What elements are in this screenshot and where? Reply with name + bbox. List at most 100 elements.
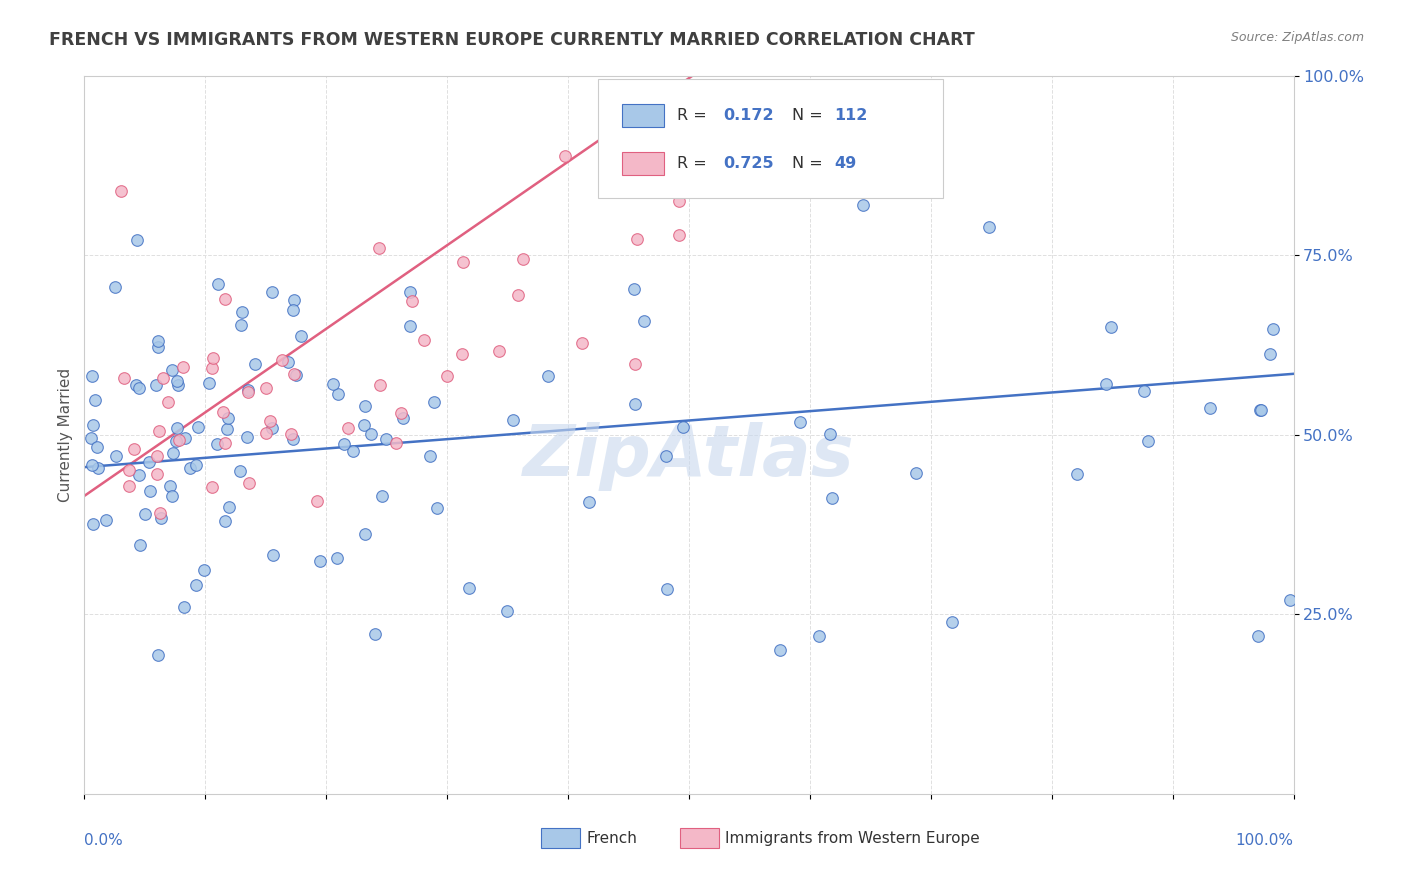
Point: [174, 431, 197, 445]
Text: 112: 112: [834, 108, 868, 123]
Point: [280, 426, 302, 441]
Point: [125, 377, 148, 392]
Point: [284, 368, 307, 382]
Point: [354, 527, 377, 541]
Point: [609, 169, 631, 183]
Point: [193, 563, 215, 577]
FancyBboxPatch shape: [623, 103, 664, 127]
Point: [508, 287, 530, 301]
Point: [214, 293, 236, 307]
Point: [172, 360, 194, 375]
Point: [149, 510, 172, 524]
Point: [353, 399, 375, 413]
Point: [283, 303, 305, 318]
Point: [789, 415, 811, 429]
Point: [277, 354, 299, 368]
Point: [167, 433, 190, 447]
Text: 0.172: 0.172: [723, 108, 773, 123]
Point: [401, 294, 423, 309]
Text: 100.0%: 100.0%: [1236, 833, 1294, 848]
Point: [281, 432, 304, 446]
Point: [254, 381, 277, 395]
Point: [166, 374, 188, 388]
Point: [398, 319, 420, 334]
Point: [231, 318, 253, 333]
Point: [179, 461, 201, 475]
Text: Source: ZipAtlas.com: Source: ZipAtlas.com: [1230, 31, 1364, 45]
Point: [502, 413, 524, 427]
Point: [578, 494, 600, 508]
Point: [571, 336, 593, 351]
Point: [1279, 593, 1302, 607]
Text: 0.0%: 0.0%: [84, 833, 124, 848]
Point: [342, 443, 364, 458]
Point: [399, 285, 422, 299]
Point: [82, 516, 104, 531]
Point: [1250, 402, 1272, 417]
Point: [260, 420, 283, 434]
Point: [422, 395, 444, 409]
Point: [148, 334, 170, 349]
Point: [367, 241, 389, 255]
Point: [128, 468, 150, 483]
Point: [86, 440, 108, 454]
Point: [1066, 467, 1088, 482]
Point: [127, 234, 149, 248]
Point: [979, 219, 1001, 234]
Point: [1199, 401, 1222, 415]
Point: [326, 386, 349, 401]
Point: [389, 406, 412, 420]
Point: [205, 437, 228, 451]
Point: [283, 293, 305, 308]
Text: R =: R =: [676, 156, 711, 171]
Point: [236, 430, 259, 444]
Point: [79, 431, 101, 445]
Point: [821, 491, 844, 505]
Point: [626, 232, 648, 246]
Point: [672, 420, 695, 434]
Point: [1133, 384, 1156, 398]
Point: [655, 449, 678, 463]
Point: [818, 426, 841, 441]
Point: [259, 414, 281, 428]
Text: 49: 49: [834, 156, 856, 171]
Point: [238, 384, 260, 398]
Point: [333, 436, 356, 450]
Point: [104, 280, 127, 294]
Point: [122, 442, 145, 456]
Point: [554, 149, 576, 163]
Point: [229, 464, 252, 478]
Point: [308, 553, 330, 567]
Point: [457, 582, 479, 596]
Point: [218, 500, 240, 514]
Text: R =: R =: [676, 108, 711, 123]
Point: [496, 604, 519, 618]
Point: [83, 392, 105, 407]
Point: [375, 433, 398, 447]
Point: [105, 449, 128, 463]
Point: [118, 479, 141, 493]
Point: [904, 467, 927, 481]
Point: [322, 377, 344, 392]
FancyBboxPatch shape: [541, 829, 581, 848]
Point: [139, 483, 162, 498]
Point: [160, 489, 183, 503]
Text: 0.725: 0.725: [723, 156, 773, 171]
Point: [290, 328, 312, 343]
Point: [217, 422, 239, 436]
Point: [201, 361, 224, 376]
Point: [167, 378, 190, 392]
Point: [262, 548, 284, 562]
Point: [353, 418, 375, 433]
Point: [451, 255, 474, 269]
Point: [1246, 629, 1268, 643]
Point: [214, 436, 236, 450]
Point: [187, 420, 209, 434]
Point: [159, 479, 181, 493]
Point: [236, 385, 259, 400]
Point: [633, 313, 655, 327]
Point: [624, 357, 647, 371]
Point: [157, 394, 180, 409]
Point: [110, 184, 132, 198]
Point: [941, 615, 963, 629]
